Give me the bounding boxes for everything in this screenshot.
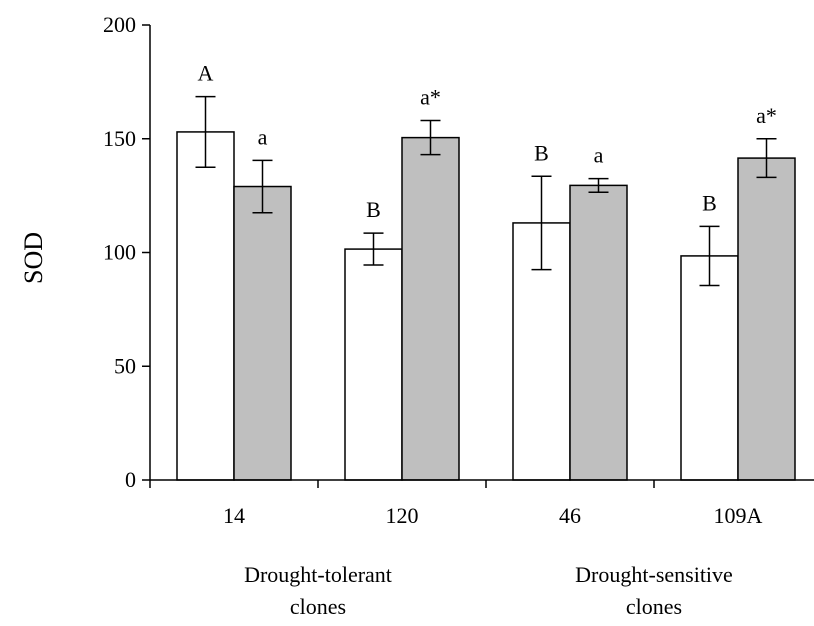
x-category-label: 109A [714,503,763,528]
significance-label: A [198,61,214,86]
bars-layer [176,95,796,481]
significance-label: a [594,143,604,168]
significance-label: a* [756,103,777,128]
y-axis-label: SOD [19,232,48,284]
x-group-label: clones [290,594,346,619]
x-group-label: Drought-tolerant [244,562,392,587]
x-category-label: 46 [559,503,581,528]
y-tick-label: 150 [103,126,136,151]
bar [680,255,739,481]
significance-label: B [366,197,381,222]
y-tick-label: 100 [103,240,136,265]
y-tick-label: 50 [114,353,136,378]
bar [233,185,292,481]
bar [569,184,628,481]
significance-label: B [534,140,549,165]
bar [344,248,403,481]
labels-layer: Aa 14 Ba* 120 B a 46 Ba* 109A Drought-tolerant clo… [198,61,777,619]
bar [737,157,796,481]
x-group-label: Drought-sensitive [575,562,733,587]
x-category-label: 14 [223,503,245,528]
y-tick-label: 0 [125,467,136,492]
x-group-label: clones [626,594,682,619]
y-tick-label: 200 [103,12,136,37]
bar [401,136,460,481]
significance-label: a* [420,85,441,110]
x-category-label: 120 [386,503,419,528]
significance-label: a [258,124,268,149]
bar [176,131,235,481]
ticks-layer: 0 50 100 150 200 [103,12,655,492]
significance-label: B [702,190,717,215]
